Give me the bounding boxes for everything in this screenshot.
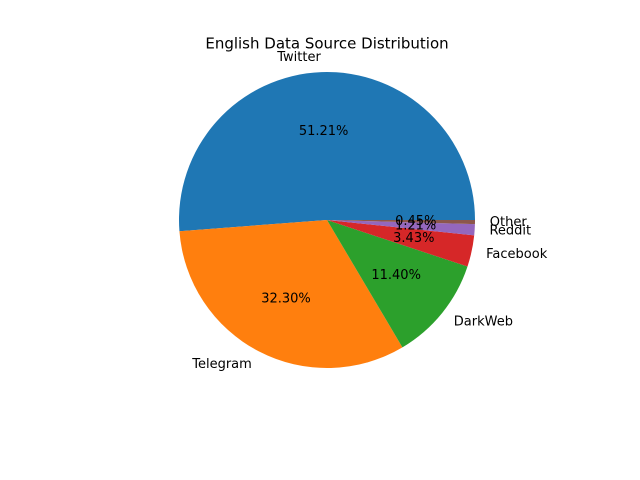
percent-label: 51.21% [299,124,349,139]
percent-label: 32.30% [261,291,311,306]
slice-label: DarkWeb [454,315,513,330]
percent-label: 0.45% [395,214,436,229]
pie-slice [327,220,475,225]
percent-label: 1.21% [395,218,436,233]
percent-label: 11.40% [371,268,421,283]
pie-slice [179,72,476,232]
slice-label: Facebook [486,247,548,262]
pie-slice [327,220,475,236]
slice-label: Telegram [191,357,252,372]
pie-slice [327,220,468,348]
slice-label: Twitter [276,50,321,65]
pie-slice [179,220,403,368]
pie-slice [327,220,475,267]
chart-title: English Data Source Distribution [205,35,448,53]
slice-label: Other [490,215,528,230]
slice-label: Reddit [489,223,531,238]
percent-label: 3.43% [393,231,434,246]
